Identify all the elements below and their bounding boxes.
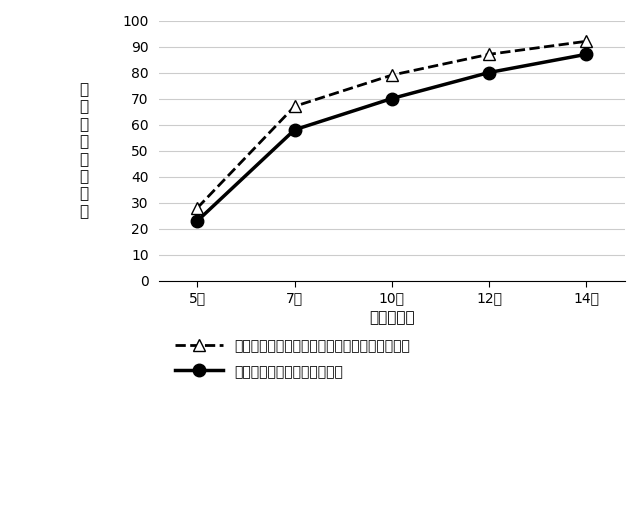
チゼルプラウ＋パワーハロー	[485, 69, 493, 76]
ダウンカットロータリ＋アップカットロータリ	[193, 205, 201, 211]
Line: ダウンカットロータリ＋アップカットロータリ: ダウンカットロータリ＋アップカットロータリ	[191, 35, 593, 214]
X-axis label: 播種後日数: 播種後日数	[369, 311, 415, 326]
ダウンカットロータリ＋アップカットロータリ	[388, 72, 396, 78]
ダウンカットロータリ＋アップカットロータリ	[582, 38, 590, 44]
チゼルプラウ＋パワーハロー	[582, 51, 590, 58]
チゼルプラウ＋パワーハロー	[193, 217, 201, 224]
ダウンカットロータリ＋アップカットロータリ	[291, 103, 298, 110]
Legend: ダウンカットロータリ＋アップカットロータリ, チゼルプラウ＋パワーハロー: ダウンカットロータリ＋アップカットロータリ, チゼルプラウ＋パワーハロー	[175, 340, 410, 379]
チゼルプラウ＋パワーハロー	[291, 126, 298, 133]
Y-axis label: 累
積
出
芽
率
（
％
）: 累 積 出 芽 率 （ ％ ）	[79, 82, 88, 219]
ダウンカットロータリ＋アップカットロータリ	[485, 51, 493, 58]
Line: チゼルプラウ＋パワーハロー: チゼルプラウ＋パワーハロー	[191, 48, 593, 227]
チゼルプラウ＋パワーハロー	[388, 95, 396, 102]
